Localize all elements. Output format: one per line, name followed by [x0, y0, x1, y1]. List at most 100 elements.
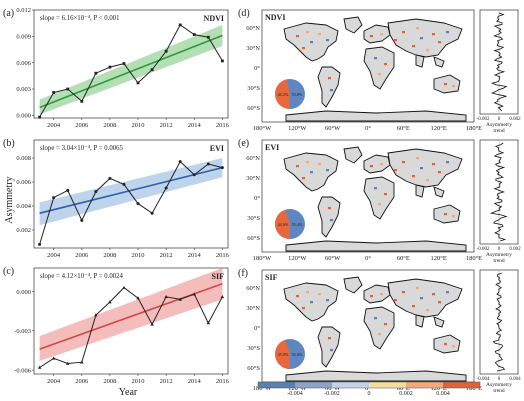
x-tick-label: 2016	[216, 252, 230, 259]
slope-annotation: slope = 6.16×10⁻⁴, P < 0.001	[40, 15, 120, 22]
longitude-label: 0°	[365, 125, 371, 132]
trend-profile-line	[490, 12, 508, 112]
y-tick-label: 0.009	[16, 34, 31, 41]
colorbar-swatch	[443, 382, 480, 388]
trend-axis-label: trend	[493, 128, 505, 134]
longitude-label: 180°E	[466, 255, 482, 262]
latitude-label: 60°S	[247, 365, 260, 372]
longitude-label: 180°W	[253, 255, 272, 262]
data-point	[206, 321, 211, 325]
data-series-line	[39, 286, 223, 368]
continent	[285, 370, 467, 382]
x-tick-label: 2008	[103, 378, 116, 385]
pixel-cluster	[306, 31, 309, 34]
longitude-label: 60°W	[325, 385, 341, 392]
pixel-cluster	[330, 219, 333, 222]
map-variable-name: EVI	[265, 143, 279, 152]
continent	[317, 326, 341, 368]
x-tick-label: 2006	[75, 378, 89, 385]
continent	[343, 146, 363, 164]
pie-positive-slice	[275, 339, 290, 369]
pixel-cluster	[402, 31, 405, 34]
data-point	[94, 71, 98, 75]
trend-tick-label: 0.002	[509, 247, 521, 252]
data-point	[136, 81, 140, 85]
continent	[285, 110, 467, 122]
map-variable-name: SIF	[265, 273, 278, 282]
pixel-cluster	[452, 85, 455, 88]
data-point	[52, 196, 56, 200]
y-tick-label: 0.008	[16, 155, 31, 162]
data-point	[66, 361, 70, 365]
trend-line	[39, 34, 223, 109]
pixel-cluster	[394, 39, 397, 42]
trend-tick-label: -0.002	[477, 117, 490, 122]
trend-axis-label: Asymmetry	[486, 382, 512, 388]
y-tick-label: -0.006	[14, 367, 32, 374]
plot-frame	[33, 139, 229, 249]
x-tick-label: 2004	[47, 378, 61, 385]
trend-profile-line	[489, 142, 508, 242]
pixel-cluster	[384, 193, 387, 196]
panel-label: (e)	[238, 138, 249, 149]
data-point	[52, 91, 56, 94]
x-tick-label: 2004	[47, 252, 61, 259]
latitude-label: 60°S	[247, 235, 260, 242]
pixel-cluster	[326, 39, 329, 42]
latitude-label: 0°	[254, 195, 260, 202]
pixel-cluster	[452, 345, 455, 348]
data-point	[66, 87, 70, 91]
panel-f-sif-map: (f) SIF 60°N 30°N 0° 30°S 60°S 180°W 120°W 60°W 0°…	[238, 268, 521, 394]
data-point	[108, 176, 112, 180]
trend-line	[39, 282, 223, 350]
pixel-cluster	[310, 301, 313, 304]
data-point	[51, 356, 56, 360]
x-tick-label: 2010	[132, 122, 145, 129]
data-point	[122, 285, 126, 289]
longitude-label: 120°W	[288, 125, 307, 132]
pixel-cluster	[302, 177, 305, 180]
trend-tick-label: 0	[498, 117, 501, 122]
pixel-cluster	[438, 301, 441, 304]
x-tick-label: 2008	[103, 122, 116, 129]
y-tick-label: 0.002	[16, 227, 31, 234]
longitude-label: 60°E	[397, 255, 410, 262]
data-point	[108, 300, 112, 304]
longitude-label: 120°E	[431, 255, 447, 262]
pixel-cluster	[318, 163, 321, 166]
pixel-cluster	[444, 343, 447, 346]
pixel-cluster	[412, 175, 415, 178]
pixel-cluster	[306, 291, 309, 294]
data-point	[80, 360, 84, 364]
pixel-cluster	[296, 35, 299, 38]
panel-label: (d)	[238, 8, 250, 19]
continent	[415, 184, 445, 198]
pixel-cluster	[330, 349, 333, 352]
data-point	[192, 173, 196, 177]
pie-positive-label: 46.2%	[278, 92, 289, 97]
data-point	[220, 59, 224, 63]
y-axis-label: Asymmetry	[4, 176, 15, 223]
pixel-cluster	[432, 163, 435, 166]
pixel-cluster	[326, 299, 329, 302]
data-point	[150, 68, 154, 72]
colorbar-label: 0.002	[399, 391, 413, 397]
pixel-cluster	[412, 305, 415, 308]
latitude-label: 30°N	[246, 45, 260, 52]
pixel-cluster	[420, 297, 423, 300]
pixel-cluster	[370, 35, 373, 38]
panel-c-sif-timeseries: -0.006 -0.003 0.000 2004 2006 2008 2010 2012 201…	[3, 266, 230, 385]
x-tick-label: 2006	[75, 122, 89, 129]
continent	[387, 148, 463, 188]
series-name: EVI	[210, 144, 224, 153]
data-point	[192, 33, 196, 36]
pixel-cluster	[378, 333, 381, 336]
trend-tick-label: 0	[498, 247, 501, 252]
longitude-label: 60°W	[325, 125, 341, 132]
pixel-cluster	[318, 293, 321, 296]
colorbar-swatch	[258, 382, 295, 388]
x-tick-label: 2004	[47, 122, 61, 129]
longitude-label: 180°E	[466, 385, 482, 392]
pixel-cluster	[432, 293, 435, 296]
